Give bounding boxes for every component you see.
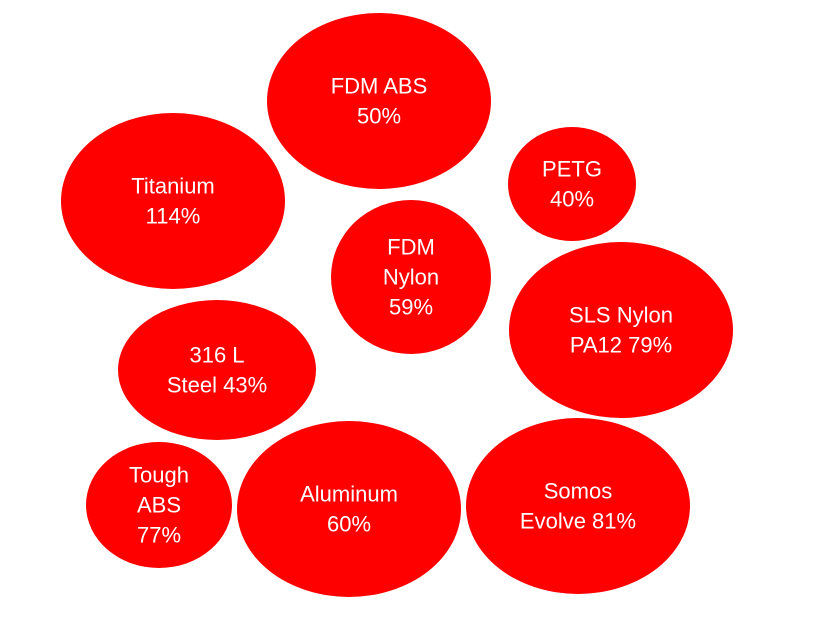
bubble-label: 316 L [189,343,244,368]
bubble-shape [61,113,285,289]
bubble-label: ABS [137,493,181,518]
bubble-label: FDM ABS [331,74,428,99]
bubble-label: 114% [146,204,201,229]
bubble-shape [331,200,491,354]
bubble-label: Nylon [383,265,439,290]
bubble-fdm-nylon: FDM Nylon 59% [331,200,491,354]
bubble-shape [86,442,232,568]
bubble-316-l-steel: 316 L Steel 43% [118,300,316,440]
bubble-label: Titanium [131,174,215,199]
bubble-label: Tough [129,463,189,488]
bubble-label: PETG [542,157,602,182]
bubble-tough-abs: Tough ABS 77% [86,442,232,568]
bubble-shape [237,421,461,597]
bubble-label: FDM [387,235,435,260]
bubble-shape [466,418,690,594]
bubble-label: PA12 79% [570,333,672,358]
bubble-label: 40% [550,187,594,212]
bubble-shape [267,13,491,189]
bubble-fdm-abs: FDM ABS 50% [267,13,491,189]
bubble-shape [118,300,316,440]
bubble-label: 50% [357,104,401,129]
bubble-label: SLS Nylon [569,303,673,328]
bubble-label: Aluminum [300,482,398,507]
bubble-petg: PETG 40% [508,127,636,241]
bubble-label: Steel 43% [167,373,267,398]
bubble-titanium: Titanium 114% [61,113,285,289]
bubble-sls-nylon-pa12: SLS Nylon PA12 79% [509,242,733,418]
bubble-label: 59% [389,295,433,320]
bubble-shape [509,242,733,418]
bubble-label: Somos [544,479,612,504]
bubble-label: Evolve 81% [520,509,636,534]
bubble-shape [508,127,636,241]
bubble-aluminum: Aluminum 60% [237,421,461,597]
bubble-label: 77% [137,523,181,548]
bubble-label: 60% [327,512,371,537]
bubble-somos-evolve: Somos Evolve 81% [466,418,690,594]
